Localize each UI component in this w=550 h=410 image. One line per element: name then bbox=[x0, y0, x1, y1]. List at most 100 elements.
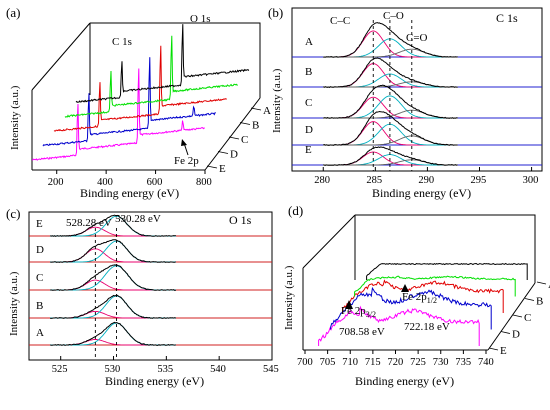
panel-d-xtick-label: 700 bbox=[297, 357, 313, 368]
panel-d-xtick-label: 710 bbox=[342, 357, 358, 368]
panel-c-envelope-C bbox=[50, 264, 177, 291]
panel-c-sample-label: C bbox=[36, 272, 43, 284]
panel-c-xtick-label: 545 bbox=[263, 364, 279, 375]
panel-d-sample-label: D bbox=[512, 329, 520, 341]
panel-b-xlabel: Binding energy (eV) bbox=[372, 186, 471, 200]
panel-c-component bbox=[50, 248, 176, 263]
panel-c-component bbox=[50, 279, 176, 291]
panel-a-label: (a) bbox=[6, 5, 20, 20]
panel-b-frame bbox=[291, 7, 543, 172]
panel-d-sample-label: B bbox=[536, 296, 543, 308]
panel-a-ylabel: Intensity (a.u.) bbox=[9, 85, 21, 150]
panel-b-xtick-label: 295 bbox=[471, 175, 487, 186]
panel-a-annot-fe2p: Fe 2p bbox=[174, 155, 199, 167]
panel-c-xtick-label: 535 bbox=[157, 364, 173, 375]
panel-a-xtick-label: 200 bbox=[48, 177, 64, 188]
panel-b-title: C 1s bbox=[496, 11, 518, 25]
panel-a-sample-label: B bbox=[252, 120, 259, 132]
panel-d-sample-label: C bbox=[524, 312, 531, 324]
panel-d-label-leader bbox=[512, 314, 523, 318]
panel-c-envelope-E bbox=[49, 214, 176, 237]
panel-c-sample-label: B bbox=[36, 300, 43, 312]
panel-a-xlabel: Binding energy (eV) bbox=[80, 186, 179, 200]
panel-b-component bbox=[323, 123, 458, 146]
panel-d-xtick-label: 715 bbox=[365, 357, 381, 368]
panel-a-label-leader bbox=[206, 165, 218, 169]
panel-c-annot-528: 528.28 eV bbox=[66, 217, 112, 229]
panel-d-label-leader bbox=[488, 347, 499, 351]
panel-d-xtick-label: 725 bbox=[410, 357, 426, 368]
panel-a-sample-label: E bbox=[219, 163, 226, 175]
panel-c-xtick-label: 530 bbox=[105, 364, 121, 375]
panel-b-envelope-D bbox=[323, 110, 458, 146]
panel-c-component bbox=[50, 240, 176, 263]
panel-d-xtick-label: 730 bbox=[433, 357, 449, 368]
panel-d-xlabel: Binding energy (eV) bbox=[355, 374, 454, 388]
panel-c-sample-label: E bbox=[36, 218, 43, 230]
panel-c-component bbox=[50, 322, 176, 346]
panel-d-x-axis: 700 705 710 715 720 725 730 735 740 bbox=[297, 350, 494, 368]
panel-c-envelope-D bbox=[50, 239, 177, 263]
panel-b-sample-label: B bbox=[305, 66, 312, 78]
panel-c-xtick-label: 540 bbox=[210, 364, 226, 375]
panel-c-annot-530: 530.28 eV bbox=[115, 213, 161, 225]
panel-a-label-leader bbox=[250, 107, 262, 111]
panel-b-xtick-label: 280 bbox=[314, 175, 330, 186]
panel-a-annot-c1s: C 1s bbox=[112, 36, 132, 48]
panel-b-xtick-label: 285 bbox=[366, 175, 382, 186]
panel-a-xtick-label: 800 bbox=[196, 177, 212, 188]
panel-c-envelope-B bbox=[50, 294, 177, 319]
panel-d-xtick-label: 740 bbox=[478, 357, 494, 368]
panel-b-component bbox=[323, 38, 458, 58]
panel-d-frame-diag-top bbox=[302, 214, 356, 269]
panel-b-sample-label: D bbox=[305, 124, 313, 136]
panel-d-series-B bbox=[354, 275, 516, 297]
panel-d-annot-708: 708.58 eV bbox=[339, 326, 385, 338]
panel-d-series-C bbox=[342, 279, 504, 313]
panel-c-component bbox=[50, 310, 176, 319]
panel-b-ylabel: Intensity (a.u.) bbox=[271, 68, 283, 133]
panel-b-annot-co: C–O bbox=[383, 10, 404, 22]
panel-c-xlabel: Binding energy (eV) bbox=[105, 374, 204, 388]
panel-a-annot-o1s: O 1s bbox=[190, 13, 210, 25]
panel-b-component bbox=[323, 30, 458, 58]
panel-c-envelope-A bbox=[49, 321, 176, 346]
panel-b-spectra: A B C DE bbox=[292, 20, 542, 171]
panel-c-component bbox=[50, 265, 176, 291]
panel-a-series-C bbox=[53, 45, 227, 132]
panel-b-annot-c-double-o: C=O bbox=[406, 32, 428, 44]
panel-c-sample-label: A bbox=[36, 327, 44, 339]
panel-a-frame-diag-bottom bbox=[204, 97, 261, 171]
panel-d-frame-diag-bottom bbox=[487, 282, 536, 351]
panel-c-ylabel: Intensity (a.u.) bbox=[8, 271, 20, 336]
panel-b-envelope-A bbox=[323, 22, 458, 58]
panel-a-sample-label: D bbox=[230, 149, 238, 161]
panel-c-frame bbox=[28, 211, 273, 361]
panel-a-sample-label: A bbox=[263, 105, 271, 117]
panel-d-label-leader bbox=[536, 281, 547, 285]
panel-a-frame-back bbox=[90, 22, 261, 98]
panel-a-xtick-label: 400 bbox=[97, 177, 113, 188]
panel-c: A B C D E 525 530 535 540 545 (c) O 1s Binding e… bbox=[6, 206, 279, 388]
panel-a-x-axis: 200 400 600 800 bbox=[48, 170, 212, 188]
panel-a-sample-label: C bbox=[241, 134, 248, 146]
panel-a-frame-diag-top bbox=[31, 22, 91, 91]
panel-a-xtick-label: 600 bbox=[147, 177, 163, 188]
panel-b-label: (b) bbox=[268, 5, 283, 20]
panel-b-component bbox=[323, 96, 458, 119]
panel-d-annot-722: 722.18 eV bbox=[404, 321, 450, 333]
panel-b-envelope-E bbox=[323, 146, 458, 166]
panel-c-xtick-label: 525 bbox=[52, 364, 68, 375]
panel-d-arrowhead-2 bbox=[401, 284, 409, 292]
panel-d-sample-label: A bbox=[548, 279, 550, 291]
panel-a-label-leader bbox=[239, 122, 251, 125]
panel-d-label-leader bbox=[524, 298, 535, 301]
panel-d-label: (d) bbox=[288, 203, 303, 218]
panel-a-fe2p-arrowhead bbox=[181, 139, 187, 146]
panel-b-component bbox=[323, 95, 458, 119]
panel-d-ylabel: Intensity (a.u.) bbox=[283, 265, 295, 330]
